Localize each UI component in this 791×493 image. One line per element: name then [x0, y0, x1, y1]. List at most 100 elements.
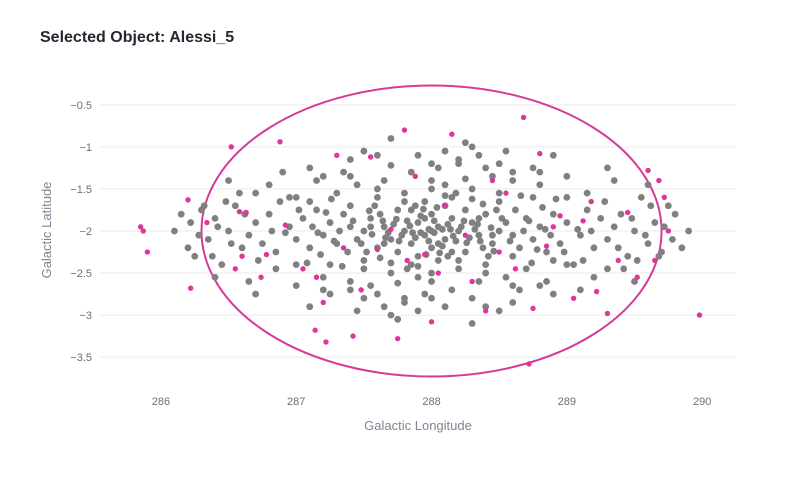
- member-point[interactable]: [685, 227, 693, 235]
- member-point[interactable]: [604, 164, 611, 172]
- member-point[interactable]: [319, 286, 327, 294]
- member-point[interactable]: [380, 223, 388, 231]
- member-point[interactable]: [463, 239, 471, 247]
- field-point[interactable]: [185, 197, 191, 203]
- field-point[interactable]: [428, 319, 435, 325]
- member-point[interactable]: [495, 227, 503, 235]
- member-point[interactable]: [425, 237, 433, 245]
- member-point[interactable]: [374, 290, 381, 298]
- member-point[interactable]: [461, 248, 469, 256]
- member-point[interactable]: [517, 192, 525, 200]
- member-point[interactable]: [214, 223, 222, 231]
- member-point[interactable]: [428, 294, 435, 302]
- field-point[interactable]: [503, 190, 509, 196]
- member-point[interactable]: [529, 235, 537, 243]
- member-point[interactable]: [376, 254, 384, 262]
- member-point[interactable]: [306, 198, 314, 205]
- member-point[interactable]: [631, 227, 638, 235]
- member-point[interactable]: [502, 273, 510, 281]
- member-point[interactable]: [461, 139, 469, 147]
- member-point[interactable]: [414, 273, 422, 281]
- member-point[interactable]: [644, 181, 652, 189]
- member-point[interactable]: [452, 189, 460, 197]
- member-point[interactable]: [433, 204, 441, 211]
- member-point[interactable]: [468, 195, 476, 203]
- member-point[interactable]: [414, 219, 422, 226]
- member-point[interactable]: [552, 195, 560, 203]
- member-point[interactable]: [387, 311, 395, 319]
- member-point[interactable]: [556, 240, 564, 248]
- member-point[interactable]: [245, 278, 253, 285]
- field-point[interactable]: [282, 222, 289, 228]
- member-point[interactable]: [299, 214, 307, 222]
- member-point[interactable]: [225, 227, 232, 235]
- member-point[interactable]: [387, 269, 395, 277]
- member-point[interactable]: [543, 248, 550, 256]
- member-point[interactable]: [295, 206, 303, 214]
- field-point[interactable]: [469, 278, 475, 285]
- member-point[interactable]: [184, 244, 192, 252]
- member-point[interactable]: [403, 265, 411, 273]
- member-point[interactable]: [475, 151, 483, 159]
- member-point[interactable]: [509, 231, 517, 239]
- member-point[interactable]: [549, 151, 557, 159]
- member-point[interactable]: [330, 237, 338, 245]
- member-point[interactable]: [407, 261, 415, 269]
- member-point[interactable]: [394, 279, 402, 287]
- field-point[interactable]: [412, 173, 418, 180]
- member-point[interactable]: [380, 303, 388, 311]
- member-point[interactable]: [346, 156, 354, 163]
- member-point[interactable]: [493, 206, 500, 214]
- member-point[interactable]: [441, 303, 449, 311]
- field-point[interactable]: [645, 167, 651, 174]
- member-point[interactable]: [428, 210, 435, 218]
- member-point[interactable]: [272, 248, 280, 256]
- field-point[interactable]: [557, 213, 563, 219]
- member-point[interactable]: [394, 206, 402, 214]
- field-point[interactable]: [570, 295, 577, 301]
- member-point[interactable]: [336, 227, 343, 235]
- member-point[interactable]: [495, 198, 503, 205]
- member-point[interactable]: [319, 172, 327, 180]
- member-point[interactable]: [252, 219, 260, 226]
- member-point[interactable]: [441, 192, 449, 200]
- member-point[interactable]: [222, 198, 230, 205]
- member-point[interactable]: [421, 198, 429, 205]
- member-point[interactable]: [346, 278, 354, 285]
- field-point[interactable]: [422, 251, 428, 258]
- member-point[interactable]: [390, 220, 398, 228]
- member-point[interactable]: [449, 232, 457, 240]
- member-point[interactable]: [516, 244, 523, 252]
- member-point[interactable]: [344, 248, 352, 256]
- member-point[interactable]: [506, 237, 514, 245]
- member-point[interactable]: [468, 294, 476, 302]
- field-point[interactable]: [665, 228, 672, 234]
- member-point[interactable]: [319, 231, 327, 239]
- member-point[interactable]: [394, 248, 402, 256]
- member-point[interactable]: [272, 265, 280, 273]
- member-point[interactable]: [401, 198, 408, 205]
- member-point[interactable]: [617, 210, 625, 218]
- member-point[interactable]: [512, 206, 519, 214]
- member-point[interactable]: [441, 147, 449, 155]
- member-point[interactable]: [326, 261, 334, 269]
- member-point[interactable]: [428, 244, 435, 252]
- member-point[interactable]: [353, 235, 361, 243]
- member-point[interactable]: [614, 244, 622, 252]
- field-point[interactable]: [144, 249, 151, 255]
- member-point[interactable]: [487, 224, 495, 232]
- member-point[interactable]: [529, 193, 537, 201]
- member-point[interactable]: [468, 143, 476, 151]
- member-point[interactable]: [395, 237, 403, 245]
- member-point[interactable]: [482, 261, 490, 269]
- member-point[interactable]: [407, 240, 415, 248]
- member-point[interactable]: [536, 181, 544, 189]
- field-point[interactable]: [334, 152, 340, 158]
- field-point[interactable]: [236, 208, 243, 215]
- member-point[interactable]: [407, 206, 415, 214]
- member-point[interactable]: [319, 273, 327, 281]
- field-point[interactable]: [258, 274, 264, 280]
- member-point[interactable]: [292, 235, 300, 243]
- member-point[interactable]: [448, 286, 456, 294]
- field-point[interactable]: [358, 287, 364, 293]
